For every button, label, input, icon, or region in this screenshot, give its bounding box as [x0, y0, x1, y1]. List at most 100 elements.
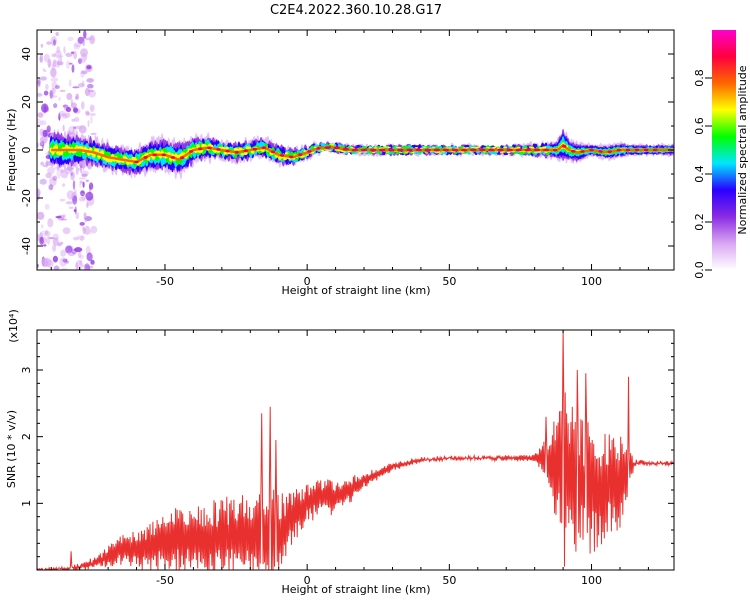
- spectrogram-noise-blob: [71, 248, 78, 255]
- spectrogram-peak-cell: [225, 149, 230, 153]
- colorbar-label: Normalized spectral amplitude: [736, 65, 749, 234]
- spectrogram-noise-blob: [53, 103, 58, 109]
- spectrogram-peak-cell: [152, 153, 157, 157]
- spectrogram-noise-blob: [83, 30, 87, 39]
- spectrogram-noise-blob: [52, 244, 57, 252]
- spectrogram-ridge-cell: [95, 148, 100, 154]
- spectrogram-ridge-cell: [225, 146, 229, 150]
- spectrogram-peak-cell: [571, 149, 576, 153]
- colorbar-tick-label: 0.8: [693, 69, 706, 87]
- spectrogram-noise-blob: [84, 263, 91, 270]
- spectrogram-peak-cell: [252, 147, 257, 151]
- spectrogram-noise-blob: [44, 203, 50, 210]
- spectrogram-ridge-cell: [325, 144, 330, 147]
- snr-ylabel: SNR (10 * v/v): [5, 410, 18, 488]
- spectrogram-ridge-cell: [196, 144, 200, 149]
- spectrogram-noise-blob: [84, 225, 91, 235]
- spectrogram-ridge-cell: [97, 155, 101, 159]
- spectrogram-noise-blob: [90, 225, 98, 234]
- spectrogram-noise-blob: [47, 166, 55, 175]
- spectrogram-ridge-cell: [363, 146, 368, 149]
- spectrogram-noise-blob: [56, 46, 60, 54]
- spectrogram-ridge-cell: [542, 146, 547, 149]
- spectrogram-peak-cell: [289, 155, 294, 159]
- spectrogram-noise-blob: [59, 89, 66, 92]
- spectrogram-noise-blob: [86, 78, 94, 83]
- spectrogram-noise-blob: [79, 259, 83, 266]
- spectrogram-peak-cell: [524, 148, 531, 152]
- spectrogram-ticks: -50 0 50 100 -40 -20 0 20 40: [20, 29, 674, 288]
- spectrogram-noise-blob: [73, 126, 77, 130]
- spectrogram-peak-cell: [515, 148, 522, 152]
- spectrogram-ridge-cell: [349, 146, 354, 148]
- spectrogram-noise-blob: [75, 93, 79, 99]
- figure-title: C2E4.2022.360.10.28.G17: [270, 3, 442, 18]
- spectrogram-ridge-cell: [404, 146, 408, 149]
- spectrogram-ridge-cell: [301, 155, 306, 158]
- spectrogram-ridge-cell: [423, 146, 427, 148]
- spectrogram-noise-blob: [43, 90, 49, 96]
- colorbar-gradient: [712, 30, 736, 270]
- spectrogram-noise-blob: [58, 110, 67, 118]
- snr-ytick-label: 1: [20, 500, 33, 507]
- spectrogram-noise-blob: [48, 237, 55, 240]
- spectrogram-peak-cell: [497, 148, 504, 152]
- spectrogram-noise-blob: [68, 206, 74, 209]
- snr-ticks: -50 0 50 100 1 2 3: [20, 330, 674, 587]
- spectrogram-noise-blob: [62, 227, 71, 235]
- snr-xtick-label: 0: [304, 574, 311, 587]
- spectrogram-peak-cell: [143, 156, 148, 159]
- spectrogram-noise-blob: [88, 182, 94, 190]
- spectrogram-peak-cell: [243, 149, 248, 153]
- spectrogram-ridge-cell: [330, 144, 335, 146]
- snr-xtick-label: -50: [156, 574, 174, 587]
- snr-y-multiplier: (x10⁴): [7, 309, 20, 343]
- spectrogram-noise-blob: [89, 104, 95, 112]
- spectrogram-noise-blob: [55, 50, 62, 59]
- spectrogram-ridge-cell: [424, 152, 429, 154]
- spectrogram-noise-blob: [46, 41, 52, 45]
- spectrogram-peak-cell: [316, 147, 321, 150]
- spectrogram-noise-blob: [37, 79, 41, 88]
- spectrogram-noise-blob: [81, 173, 88, 178]
- spectrogram-noise-blob: [59, 198, 66, 202]
- spectrogram-noise-blob: [39, 54, 43, 63]
- spectrogram-ridge-cell: [438, 152, 443, 154]
- spectrogram-noise-blob: [62, 183, 65, 187]
- spectrogram-ridge-cell: [342, 151, 347, 153]
- spectrogram-noise-blob: [63, 46, 66, 54]
- spectrogram-noise-blob: [67, 36, 74, 42]
- spectrogram-ridge-cell: [407, 146, 412, 150]
- spectrogram-noise-blob: [53, 265, 60, 270]
- spectrogram-ridge-cell: [363, 151, 368, 153]
- spectrogram-ridge-cell: [390, 151, 395, 154]
- spectrogram-noise-blob: [79, 235, 85, 241]
- spectrogram-noise-blob: [42, 164, 48, 167]
- spectrogram-noise-blob: [80, 48, 88, 57]
- spectrogram-peak-cell: [324, 146, 331, 150]
- spectrogram-ridge-cell: [397, 147, 402, 149]
- colorbar-ticks: 0.0 0.2 0.4 0.6 0.8: [693, 69, 712, 279]
- spectrogram-ytick-label: -40: [20, 237, 33, 255]
- spectrogram-noise-blob: [70, 171, 75, 181]
- spectrogram-ridge-cell: [283, 157, 287, 161]
- spectrogram-ridge-cell: [126, 161, 130, 166]
- spectrogram-ridge-cell: [151, 155, 156, 160]
- spectrogram-noise-blob: [85, 179, 90, 183]
- spectrogram-noise-blob: [55, 32, 59, 36]
- spectrogram-noise-blob: [51, 64, 54, 71]
- spectrogram-peak-cell: [552, 148, 558, 152]
- spectrogram-panel: -50 0 50 100 -40 -20 0 20 40 Height of straight …: [5, 29, 675, 297]
- spectrogram-ridge-cell: [406, 151, 410, 153]
- spectrogram-noise-blob: [66, 92, 73, 101]
- spectrogram-noise-blob: [80, 190, 85, 197]
- spectrogram-noise-blob: [43, 244, 47, 247]
- spectrogram-noise-blob: [82, 227, 86, 235]
- spectrogram-ridge-cell: [503, 146, 507, 149]
- spectrogram-ridge-cell: [419, 147, 424, 149]
- spectrogram-noise-blob: [38, 79, 41, 82]
- spectrogram-ridge-cell: [243, 151, 248, 156]
- spectrogram-peak-cell: [333, 146, 340, 150]
- spectrogram-noise-blob: [70, 172, 73, 176]
- spectrogram-ridge-cell: [431, 147, 436, 149]
